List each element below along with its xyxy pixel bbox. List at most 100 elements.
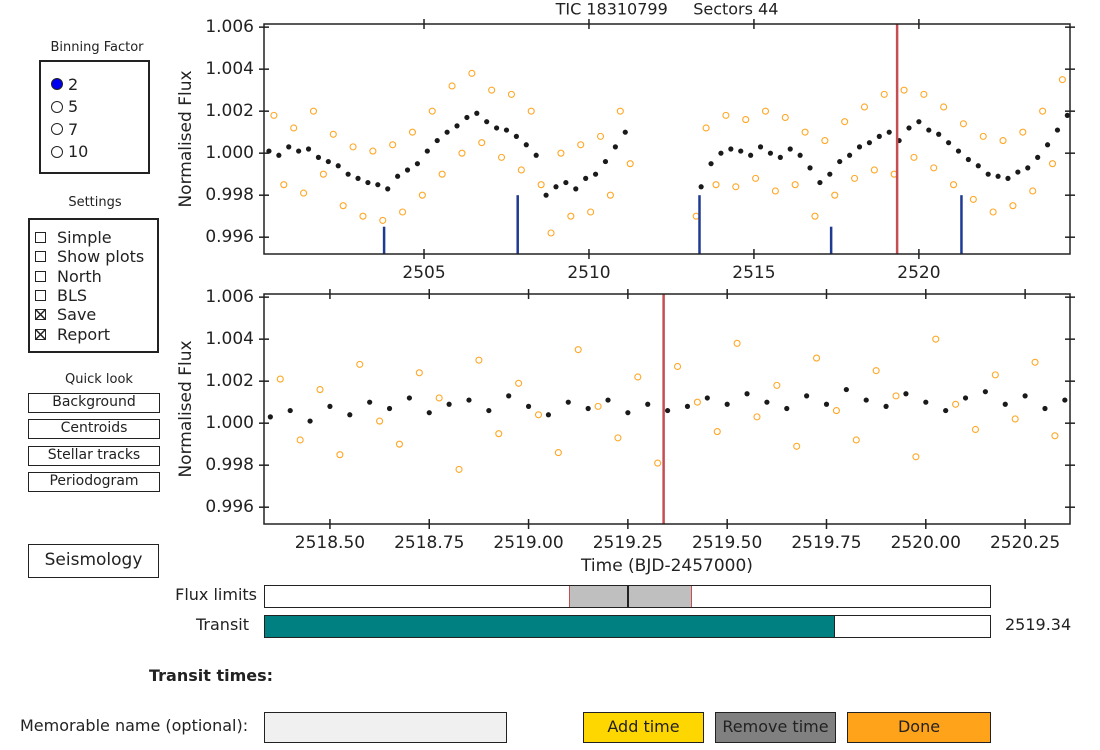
check-label: Simple: [57, 228, 112, 248]
binned-point: [777, 154, 783, 160]
check-option[interactable]: Show plots: [35, 247, 157, 266]
flux-point: [336, 451, 344, 459]
binned-point: [985, 171, 991, 177]
binned-point: [315, 154, 322, 160]
binned-point: [573, 186, 579, 192]
transit-slider[interactable]: [264, 615, 991, 638]
flux-point: [428, 107, 436, 115]
binned-point: [962, 395, 969, 401]
binned-point: [724, 401, 730, 407]
radio-option[interactable]: 10: [51, 141, 148, 164]
binned-point: [1042, 405, 1048, 412]
flux-point: [949, 181, 958, 189]
seismology-button[interactable]: Seismology: [28, 544, 159, 578]
binned-point: [605, 397, 611, 403]
binned-point: [484, 119, 490, 125]
flux-point: [626, 160, 634, 168]
binned-point: [903, 391, 909, 397]
binned-point: [296, 148, 302, 154]
check-option[interactable]: Report: [35, 324, 157, 344]
y-tick-label: 0.998: [205, 185, 254, 205]
flux-point: [733, 339, 741, 347]
binned-point: [906, 125, 912, 131]
flux-point: [989, 208, 997, 216]
flux-point: [475, 356, 483, 364]
binned-point: [565, 399, 571, 405]
flux-point: [841, 118, 849, 126]
check-option[interactable]: Save: [35, 305, 157, 324]
binned-point: [305, 146, 312, 152]
flux-point: [793, 442, 801, 450]
check-option[interactable]: North: [35, 267, 157, 286]
binned-point: [698, 184, 704, 190]
quick-look-button[interactable]: Periodogram: [28, 471, 160, 492]
binned-point: [744, 391, 750, 397]
flux-point: [587, 208, 595, 216]
flux-point: [832, 407, 840, 415]
action-button[interactable]: Done: [847, 712, 991, 743]
flux-point: [356, 360, 364, 368]
flux-point: [693, 398, 701, 406]
flux-point: [1051, 432, 1059, 440]
binned-point: [767, 150, 774, 156]
flux-point: [1031, 358, 1039, 366]
flux-point: [534, 411, 543, 419]
flux-range: [569, 586, 693, 607]
flux-point: [813, 354, 821, 362]
action-button[interactable]: Remove time: [715, 712, 836, 743]
check-label: BLS: [57, 286, 88, 306]
flux-point: [606, 191, 614, 199]
binned-point: [486, 407, 492, 414]
binned-point: [1035, 154, 1041, 160]
flux-point: [1048, 160, 1057, 168]
binned-point: [645, 401, 651, 407]
binned-point: [664, 407, 671, 414]
radio-option[interactable]: 5: [51, 96, 148, 119]
check-box: [35, 309, 46, 321]
binned-point: [856, 144, 863, 150]
binned-point: [426, 410, 432, 416]
radio-option[interactable]: 7: [51, 118, 148, 141]
flux-limits-slider[interactable]: [264, 585, 991, 608]
binned-point: [1054, 127, 1061, 133]
y-tick-label: 1.000: [205, 143, 254, 163]
flux-point: [892, 392, 900, 400]
quick-look-button[interactable]: Centroids: [28, 419, 160, 440]
flux-point: [940, 103, 948, 111]
flux-point: [713, 428, 721, 436]
flux-point: [574, 346, 582, 354]
flux-point: [438, 170, 446, 178]
binned-point: [454, 123, 460, 129]
action-button[interactable]: Add time: [583, 712, 704, 743]
binned-point: [923, 399, 929, 405]
quick-look-button[interactable]: Background: [28, 393, 160, 413]
binned-point: [444, 129, 450, 135]
flux-point: [742, 116, 750, 124]
flux-point: [752, 174, 760, 182]
binned-point: [266, 148, 272, 154]
flux-point: [912, 453, 920, 461]
binned-point: [936, 131, 942, 137]
flux-point: [379, 216, 387, 224]
binned-point: [943, 407, 949, 414]
flux-point: [554, 449, 562, 457]
binned-point: [563, 179, 569, 186]
quick-look-button[interactable]: Stellar tracks: [28, 445, 160, 466]
binned-point: [926, 127, 932, 133]
transit-fill: [265, 616, 835, 637]
binned-point: [1062, 397, 1068, 403]
binned-point: [1022, 393, 1028, 399]
binned-point: [404, 167, 411, 173]
binned-point: [286, 144, 292, 150]
flux-point: [872, 367, 880, 375]
x-tick-label: 2518.50: [295, 533, 365, 553]
flux-point: [369, 147, 377, 155]
check-option[interactable]: Simple: [35, 228, 157, 247]
flux-point: [395, 440, 404, 448]
name-input[interactable]: [264, 712, 507, 743]
binned-point: [1002, 401, 1008, 407]
flux-point: [296, 436, 304, 444]
check-option[interactable]: BLS: [35, 286, 157, 305]
flux-point: [831, 191, 839, 199]
radio-option[interactable]: 2: [51, 73, 148, 96]
